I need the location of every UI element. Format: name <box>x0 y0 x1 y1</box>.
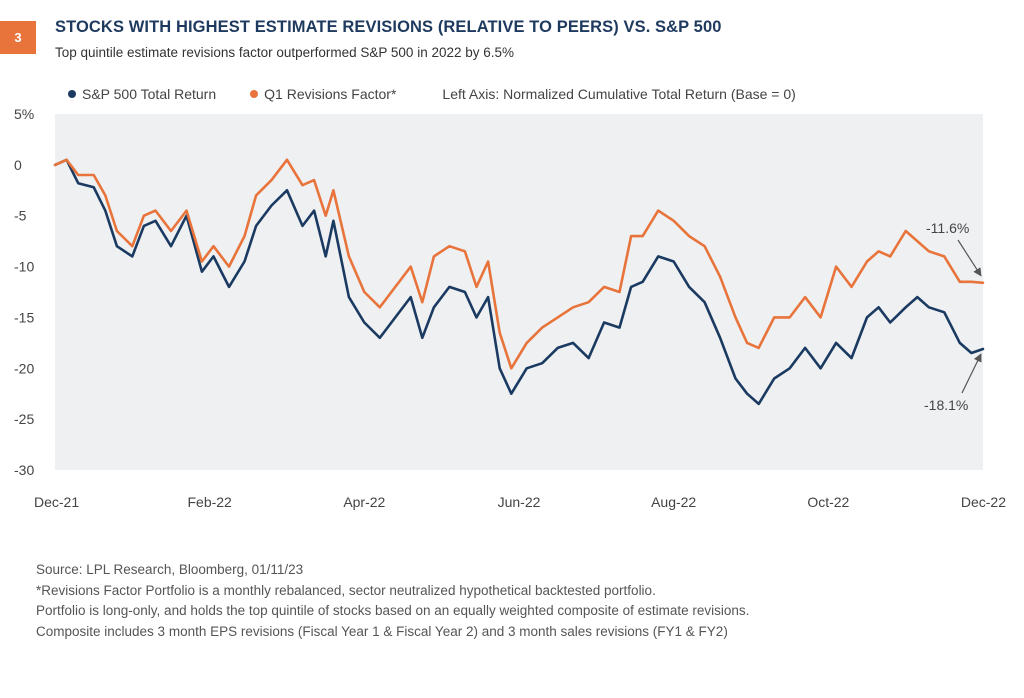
y-tick-label: 5% <box>14 106 34 122</box>
x-tick-label: Dec-22 <box>961 494 1006 510</box>
footnote-source: Source: LPL Research, Bloomberg, 01/11/2… <box>36 562 304 577</box>
chart-title: STOCKS WITH HIGHEST ESTIMATE REVISIONS (… <box>55 18 722 36</box>
legend-entry-sp500: S&P 500 Total Return <box>68 86 216 102</box>
x-tick-label: Jun-22 <box>498 494 541 510</box>
annotation-revisions-end: -11.6% <box>926 220 969 236</box>
left-axis-note: Left Axis: Normalized Cumulative Total R… <box>442 86 796 102</box>
legend-marker-revisions <box>250 90 259 98</box>
y-tick-label: -20 <box>14 360 34 376</box>
y-tick-label: -30 <box>14 462 34 478</box>
footnotes: Source: LPL Research, Bloomberg, 01/11/2… <box>36 560 749 642</box>
footnote-3: Composite includes 3 month EPS revisions… <box>36 623 728 639</box>
annotation-arrow-sp500 <box>961 353 982 394</box>
plot-area <box>55 114 983 470</box>
x-tick-label: Apr-22 <box>343 494 385 510</box>
y-tick-label: -10 <box>14 259 34 275</box>
chart-subtitle: Top quintile estimate revisions factor o… <box>55 45 515 60</box>
y-tick-label: -5 <box>14 208 27 224</box>
figure-number-badge: 3 <box>0 21 36 54</box>
y-tick-label: -15 <box>14 309 34 325</box>
x-tick-label: Feb-22 <box>187 494 232 510</box>
x-tick-label: Oct-22 <box>807 494 849 510</box>
y-tick-label: -25 <box>14 411 34 427</box>
y-tick-label: 0 <box>14 157 22 173</box>
chart-legend: S&P 500 Total Return Q1 Revisions Factor… <box>68 86 796 102</box>
series-line-revisions <box>53 158 985 370</box>
legend-label-revisions: Q1 Revisions Factor* <box>264 86 397 102</box>
x-tick-label: Dec-21 <box>34 494 79 510</box>
annotation-sp500-end: -18.1% <box>924 397 968 413</box>
annotation-arrow-revisions <box>957 239 982 277</box>
legend-entry-revisions: Q1 Revisions Factor* <box>250 86 396 102</box>
footnote-2: Portfolio is long-only, and holds the to… <box>36 603 750 618</box>
legend-label-sp500: S&P 500 Total Return <box>82 86 217 102</box>
legend-marker-sp500 <box>68 90 76 98</box>
series-line-sp500 <box>53 158 985 406</box>
x-tick-label: Aug-22 <box>651 494 696 510</box>
footnote-1: *Revisions Factor Portfolio is a monthly… <box>36 582 656 598</box>
